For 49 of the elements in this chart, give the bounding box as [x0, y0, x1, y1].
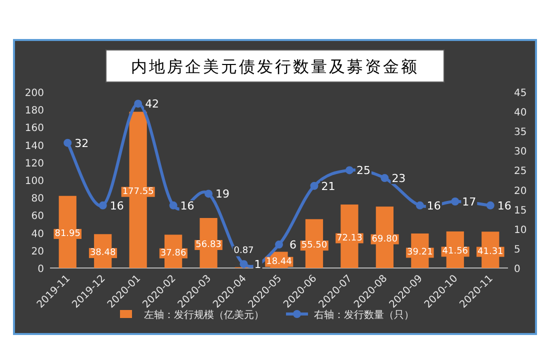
data-label: 41.31	[478, 246, 504, 257]
y-tick-label: 160	[24, 123, 44, 134]
y2-tick-label: 0	[514, 264, 520, 275]
y-tick-label: 0	[38, 264, 44, 275]
data-label: 38.48	[90, 248, 116, 258]
y2-tick-label: 5	[514, 244, 520, 256]
y-tick-label: 20	[31, 246, 44, 258]
y-tick-label: 60	[31, 211, 44, 222]
data-label: 21	[321, 180, 336, 193]
data-label: 55.50	[301, 240, 328, 251]
data-label: 0.87	[234, 246, 254, 256]
data-label: 39.21	[407, 248, 433, 258]
data-label: 72.13	[336, 233, 362, 244]
data-label: 177.55	[122, 186, 154, 197]
data-label: 1	[254, 258, 262, 272]
y-tick-label: 40	[31, 228, 44, 240]
data-label: 41.56	[442, 246, 468, 257]
y2-tick-label: 30	[514, 146, 527, 158]
data-label: 81.95	[54, 228, 80, 239]
data-label: 42	[145, 98, 160, 111]
data-label: 56.83	[196, 240, 222, 250]
data-label: 25	[356, 164, 370, 178]
data-label: 6	[290, 238, 296, 252]
y-tick-label: 100	[24, 176, 44, 187]
data-label: 16	[497, 199, 512, 212]
data-label: 19	[216, 188, 230, 201]
chart-title: 内地房企美元债发行数量及募资金额	[131, 57, 419, 76]
legend-label: 左轴：发行规模（亿美元）	[144, 309, 264, 321]
y-tick-label: 80	[31, 194, 44, 205]
y2-tick-label: 40	[514, 108, 527, 119]
data-label: 69.80	[372, 234, 398, 244]
data-label: 16	[110, 199, 124, 212]
y2-tick-label: 25	[514, 166, 527, 178]
y-tick-label: 140	[24, 140, 44, 152]
data-label: 17	[462, 196, 476, 209]
data-label: 16	[426, 199, 441, 212]
y-tick-label: 120	[24, 158, 44, 170]
y-tick-label: 200	[24, 88, 44, 99]
data-label: 32	[74, 136, 89, 150]
data-label: 16	[180, 199, 194, 212]
y-tick-label: 180	[24, 106, 44, 117]
y2-tick-label: 10	[514, 224, 527, 236]
y2-tick-label: 20	[514, 186, 527, 197]
y2-tick-label: 45	[514, 88, 527, 99]
y2-tick-label: 35	[514, 127, 527, 138]
data-label: 37.86	[160, 248, 186, 258]
data-label: 23	[392, 172, 406, 186]
legend-label: 右轴：发行数量（只）	[314, 309, 414, 321]
y2-tick-label: 15	[514, 205, 527, 216]
